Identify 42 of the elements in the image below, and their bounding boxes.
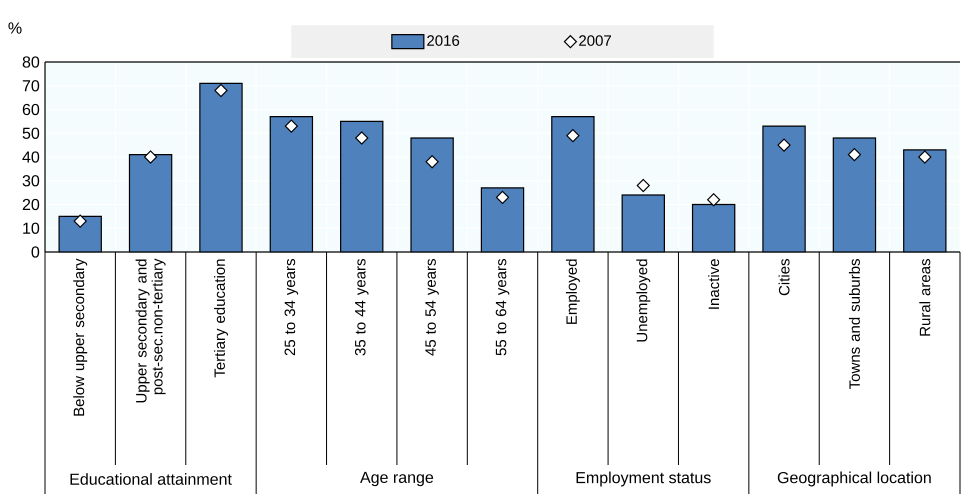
y-tick-label: 0	[32, 246, 40, 258]
y-tick-label: 30	[22, 175, 40, 186]
point	[284, 120, 298, 133]
point	[636, 178, 650, 192]
text: Employment status	[576, 472, 711, 486]
x-tick-label: 35 to 44 years	[354, 259, 369, 356]
x-tick-label: 55 to 64 years	[496, 259, 510, 356]
x-tick-label: Below upper secondary	[73, 258, 88, 416]
point	[848, 148, 862, 162]
point	[355, 131, 368, 145]
text: Age range	[360, 472, 434, 486]
text: Educational attainment	[70, 473, 232, 485]
point	[496, 190, 510, 204]
x-tick-label: 45 to 54 years	[425, 259, 439, 356]
x-tick-label: Upper secondary and post-sec.non-tertiary	[136, 258, 166, 402]
y-tick-label: 80	[22, 56, 40, 68]
y-tick-label: 50	[22, 128, 40, 139]
x-tick-label: Unemployed	[636, 259, 650, 342]
point	[566, 129, 580, 142]
text: Geographical location	[778, 472, 931, 486]
x-tick-label: Cities	[778, 259, 790, 296]
y-axis-title: %	[8, 22, 22, 34]
y-tick-label: 40	[22, 151, 40, 163]
point	[426, 155, 439, 168]
y-tick-label: 60	[22, 104, 40, 116]
y-tick-label: 20	[22, 198, 40, 210]
y-tick-label: 10	[23, 222, 40, 234]
x-tick-label: Inactive	[708, 259, 720, 309]
x-tick-label: Employed	[566, 259, 580, 324]
x-tick-label: Tertiary education	[214, 259, 228, 378]
point	[74, 214, 87, 228]
point	[918, 150, 932, 164]
y-tick-label: 70	[22, 80, 40, 92]
point	[144, 150, 158, 164]
point	[214, 84, 228, 98]
point	[777, 138, 791, 152]
legend-label: 2016	[427, 35, 460, 46]
x-tick-label: 25 to 34 years	[284, 259, 298, 356]
legend-label: 2007	[579, 35, 612, 46]
x-tick-label: Rural areas	[919, 259, 930, 336]
point	[707, 193, 720, 206]
x-tick-label: Towns and suburbs	[848, 259, 860, 390]
